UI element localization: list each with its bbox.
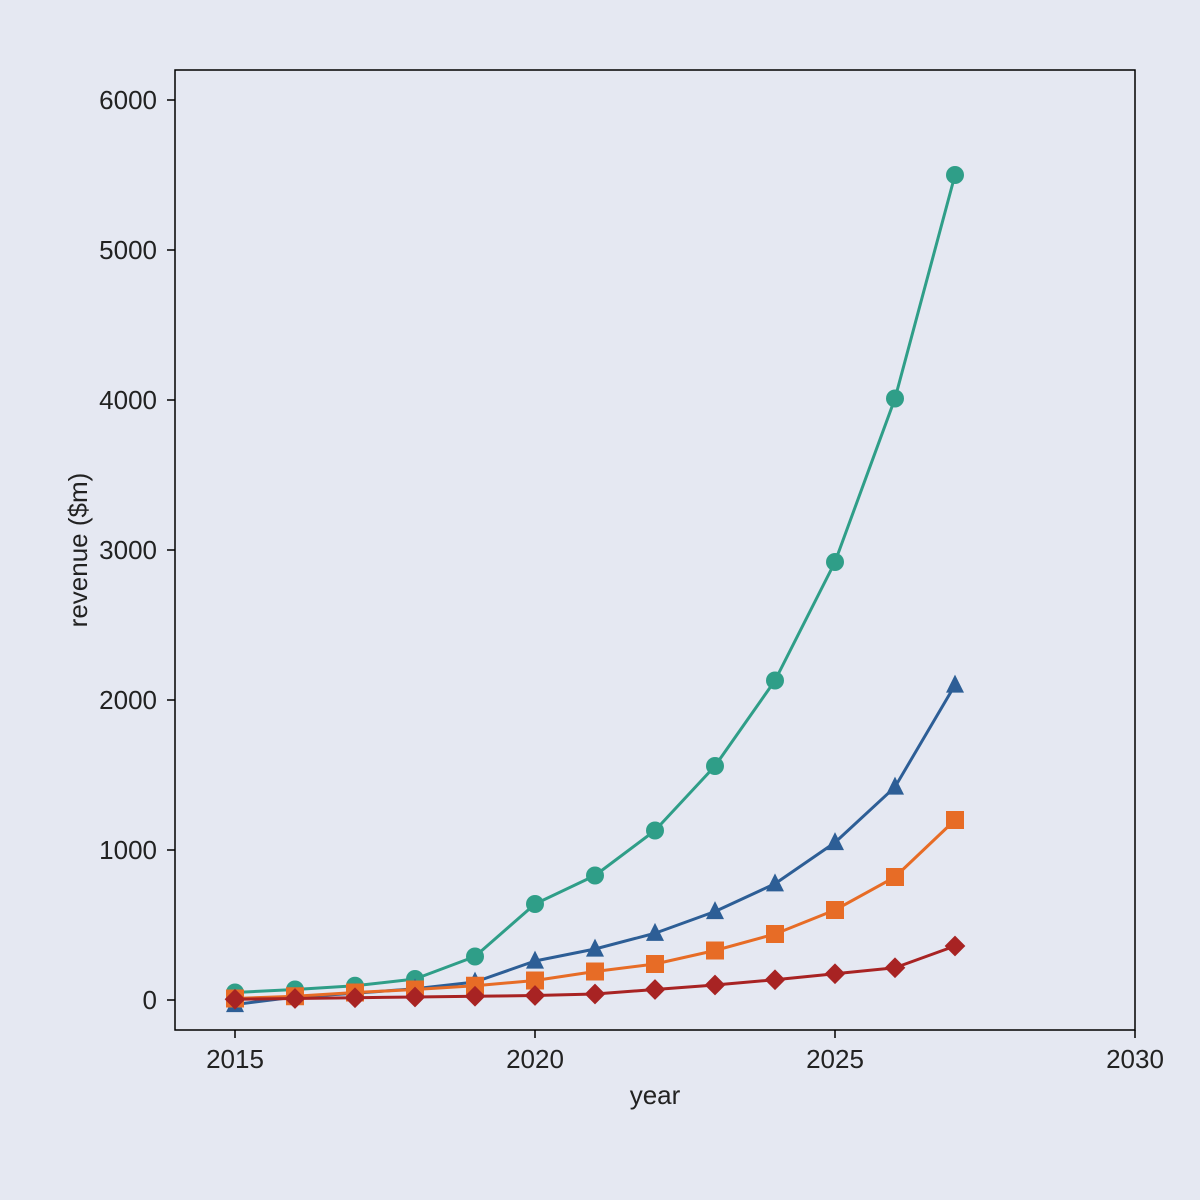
x-tick-label: 2020 — [506, 1044, 564, 1074]
y-tick-label: 1000 — [99, 835, 157, 865]
y-tick-label: 4000 — [99, 385, 157, 415]
revenue-line-chart: 2015 2020 2025 2030 0 1000 2000 3000 4000 5000 600… — [0, 0, 1200, 1200]
y-tick-label: 3000 — [99, 535, 157, 565]
x-tick-label: 2025 — [806, 1044, 864, 1074]
x-tick-label: 2015 — [206, 1044, 264, 1074]
y-tick-label: 2000 — [99, 685, 157, 715]
y-axis-label: revenue ($m) — [63, 473, 93, 628]
y-tick-label: 6000 — [99, 85, 157, 115]
x-axis-label: year — [630, 1080, 681, 1110]
y-tick-label: 0 — [143, 985, 157, 1015]
x-tick-label: 2030 — [1106, 1044, 1164, 1074]
y-tick-label: 5000 — [99, 235, 157, 265]
